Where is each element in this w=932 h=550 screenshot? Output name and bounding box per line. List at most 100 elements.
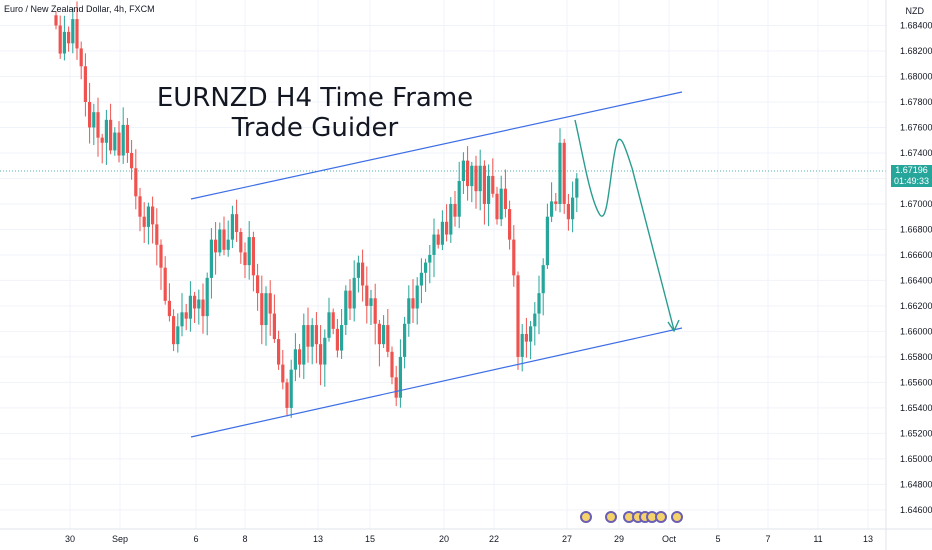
candlestick-series bbox=[54, 1, 579, 418]
candle-body bbox=[344, 290, 348, 326]
candle-body bbox=[239, 231, 243, 253]
y-tick-label: 1.65400 bbox=[900, 403, 932, 413]
last-price-value: 1.67196 bbox=[895, 165, 928, 175]
candle-body bbox=[470, 165, 474, 187]
chart-annotation-title[interactable]: EURNZD H4 Time Frame Trade Guider bbox=[150, 83, 480, 143]
candle-body bbox=[264, 293, 268, 326]
y-tick-label: 1.65200 bbox=[900, 428, 932, 438]
y-tick-label: 1.66000 bbox=[900, 326, 932, 336]
x-tick-label: 20 bbox=[439, 534, 449, 544]
candle-body bbox=[545, 216, 549, 266]
y-tick-label: 1.66400 bbox=[900, 275, 932, 285]
candle-body bbox=[533, 313, 537, 327]
candle-body bbox=[243, 252, 247, 266]
x-tick-label: 29 bbox=[614, 534, 624, 544]
y-tick-label: 1.65600 bbox=[900, 377, 932, 387]
candle-body bbox=[104, 119, 108, 143]
channel-upper-line[interactable] bbox=[190, 91, 683, 200]
x-tick-label: 22 bbox=[489, 534, 499, 544]
candle-body bbox=[222, 229, 226, 250]
candle-body bbox=[491, 175, 495, 194]
candle-body bbox=[411, 298, 415, 309]
candle-body bbox=[88, 101, 92, 128]
candle-body bbox=[571, 197, 575, 220]
candle-body bbox=[306, 325, 310, 347]
candle-body bbox=[247, 237, 251, 266]
event-marker-icon[interactable] bbox=[671, 511, 683, 523]
candle-body bbox=[340, 325, 344, 351]
candle-body bbox=[319, 344, 323, 365]
y-tick-label: 1.67600 bbox=[900, 122, 932, 132]
candle-body bbox=[356, 262, 360, 278]
event-marker-icon[interactable] bbox=[605, 511, 617, 523]
candle-body bbox=[277, 339, 281, 365]
candle-body bbox=[537, 293, 541, 314]
last-price-label: 1.67196 01:49:33 bbox=[891, 165, 932, 187]
candle-body bbox=[54, 15, 58, 26]
y-tick-label: 1.64600 bbox=[900, 505, 932, 515]
candle-body bbox=[289, 369, 293, 408]
candle-body bbox=[205, 277, 209, 317]
y-tick-label: 1.66600 bbox=[900, 250, 932, 260]
candle-body bbox=[512, 239, 516, 276]
candle-body bbox=[100, 137, 104, 143]
x-tick-label: 8 bbox=[242, 534, 247, 544]
candle-body bbox=[508, 209, 512, 240]
candle-body bbox=[541, 265, 545, 294]
candle-body bbox=[503, 188, 507, 210]
projection-arrow-path[interactable] bbox=[574, 119, 675, 331]
candle-body bbox=[218, 229, 222, 253]
y-tick-label: 1.68200 bbox=[900, 46, 932, 56]
candle-body bbox=[167, 300, 171, 317]
candle-body bbox=[390, 351, 394, 378]
time-axis[interactable]: 30 Sep 6 8 13 15 20 22 27 29 Oct 5 7 11 13 bbox=[65, 534, 873, 544]
x-tick-label: 15 bbox=[365, 534, 375, 544]
candle-body bbox=[461, 160, 465, 182]
candle-body bbox=[201, 299, 205, 317]
candle-body bbox=[487, 175, 491, 204]
candle-body bbox=[382, 325, 386, 345]
time-axis-background bbox=[0, 529, 932, 550]
candle-body bbox=[440, 221, 444, 245]
candle-body bbox=[361, 262, 365, 286]
candle-body bbox=[314, 325, 318, 345]
title-line-2: Trade Guider bbox=[231, 113, 399, 143]
candle-body bbox=[209, 239, 213, 278]
x-tick-label: 27 bbox=[562, 534, 572, 544]
y-tick-label: 1.67000 bbox=[900, 199, 932, 209]
candle-body bbox=[155, 224, 159, 245]
event-marker-icon[interactable] bbox=[580, 511, 592, 523]
candle-body bbox=[386, 325, 390, 352]
candle-body bbox=[335, 328, 339, 351]
event-marker-icon[interactable] bbox=[655, 511, 667, 523]
projection-arrow-head-icon bbox=[667, 319, 680, 333]
candle-body bbox=[188, 295, 192, 319]
channel-lower-line[interactable] bbox=[190, 327, 683, 438]
candle-body bbox=[272, 313, 276, 340]
candle-body bbox=[558, 142, 562, 204]
candle-body bbox=[268, 293, 272, 314]
candle-body bbox=[130, 152, 134, 169]
candle-body bbox=[138, 196, 142, 217]
x-tick-label: Oct bbox=[662, 534, 677, 544]
x-tick-label: 7 bbox=[765, 534, 770, 544]
x-tick-label: 13 bbox=[863, 534, 873, 544]
candle-body bbox=[281, 364, 285, 383]
candle-body bbox=[403, 323, 407, 357]
candle-body bbox=[193, 295, 197, 309]
x-tick-label: 30 bbox=[65, 534, 75, 544]
y-tick-label: 1.65000 bbox=[900, 454, 932, 464]
y-tick-label: 1.67800 bbox=[900, 97, 932, 107]
candle-body bbox=[566, 203, 570, 220]
bar-countdown: 01:49:33 bbox=[893, 176, 930, 186]
candle-body bbox=[235, 214, 239, 232]
candle-body bbox=[449, 203, 453, 235]
candle-body bbox=[58, 25, 62, 54]
candle-body bbox=[172, 316, 176, 345]
candle-body bbox=[407, 298, 411, 324]
event-markers[interactable] bbox=[580, 511, 683, 523]
candle-body bbox=[260, 293, 264, 326]
candle-body bbox=[176, 326, 180, 345]
y-tick-label: 1.66200 bbox=[900, 301, 932, 311]
